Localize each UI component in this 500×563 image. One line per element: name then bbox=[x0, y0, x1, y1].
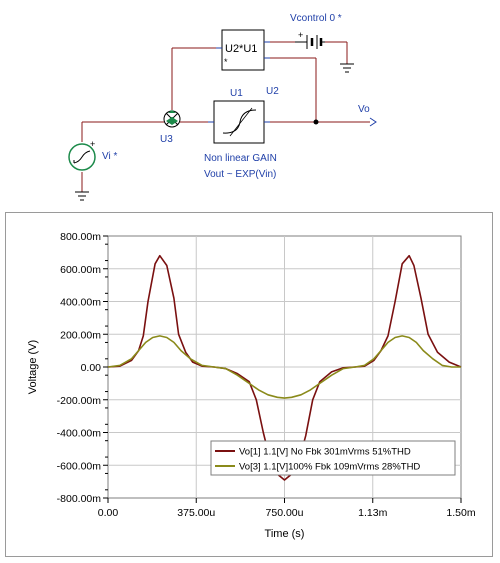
output-node-dot bbox=[313, 119, 319, 125]
gain-u2-label: U2 bbox=[266, 86, 279, 97]
y-tick-label: 600.00m bbox=[60, 264, 101, 276]
x-tick-label: 375.00u bbox=[177, 507, 215, 519]
multiplier-star: * bbox=[224, 57, 228, 67]
voltage-time-chart: 800.00m 600.00m 400.00m 200.00m 0.00 -200.00m… bbox=[27, 231, 476, 540]
summing-junction-icon[interactable] bbox=[163, 110, 181, 128]
multiplier-block[interactable] bbox=[221, 29, 265, 71]
x-tick-label: 1.13m bbox=[358, 507, 387, 519]
ground-icon bbox=[340, 63, 354, 73]
y-tick-label: 800.00m bbox=[60, 231, 101, 243]
wires bbox=[81, 41, 370, 192]
circuit-schematic bbox=[68, 29, 377, 201]
x-tick-label: 0.00 bbox=[98, 507, 119, 519]
source-plus-sign: + bbox=[90, 139, 96, 149]
source-ground-icon bbox=[75, 191, 89, 201]
series-line-2 bbox=[107, 335, 461, 399]
x-axis-label: Time (s) bbox=[265, 528, 305, 540]
battery-icon[interactable] bbox=[295, 35, 325, 49]
multiplier-label: U2*U1 bbox=[225, 43, 258, 55]
legend-box bbox=[210, 440, 456, 476]
nonlinear-gain-block[interactable] bbox=[213, 100, 265, 144]
output-terminal-icon[interactable] bbox=[369, 117, 377, 127]
sine-source-icon[interactable] bbox=[68, 143, 96, 171]
output-label: Vo bbox=[358, 104, 370, 115]
legend-label-1: Vo[1] 1.1[V] No Fbk 301mVrms 51%THD bbox=[239, 447, 411, 458]
y-tick-label: -200.00m bbox=[57, 395, 102, 407]
y-tick-label: 200.00m bbox=[60, 329, 101, 341]
y-axis-label: Voltage (V) bbox=[27, 340, 39, 394]
gain-u1-label: U1 bbox=[230, 88, 243, 99]
battery-plus-sign: + bbox=[298, 30, 304, 40]
legend-label-2: Vo[3] 1.1[V]100% Fbk 109mVrms 28%THD bbox=[239, 462, 420, 473]
gain-curve-icon bbox=[222, 109, 257, 134]
y-tick-label: 0.00 bbox=[81, 362, 102, 374]
y-tick-label: -800.00m bbox=[57, 493, 102, 505]
vcontrol-label: Vcontrol 0 * bbox=[290, 13, 342, 24]
x-tick-label: 1.50m bbox=[446, 507, 475, 519]
y-tick-label: -600.00m bbox=[57, 460, 102, 472]
y-tick-label: -400.00m bbox=[57, 428, 102, 440]
source-label: Vi * bbox=[102, 151, 118, 162]
chart-panel: 800.00m 600.00m 400.00m 200.00m 0.00 -200.00m… bbox=[5, 212, 493, 557]
x-tick-label: 750.00u bbox=[266, 507, 304, 519]
gain-note-line1: Non linear GAIN bbox=[204, 153, 277, 164]
gain-note-line2: Vout ~ EXP(Vin) bbox=[204, 169, 277, 180]
summer-label: U3 bbox=[160, 134, 173, 145]
y-tick-label: 400.00m bbox=[60, 297, 101, 309]
